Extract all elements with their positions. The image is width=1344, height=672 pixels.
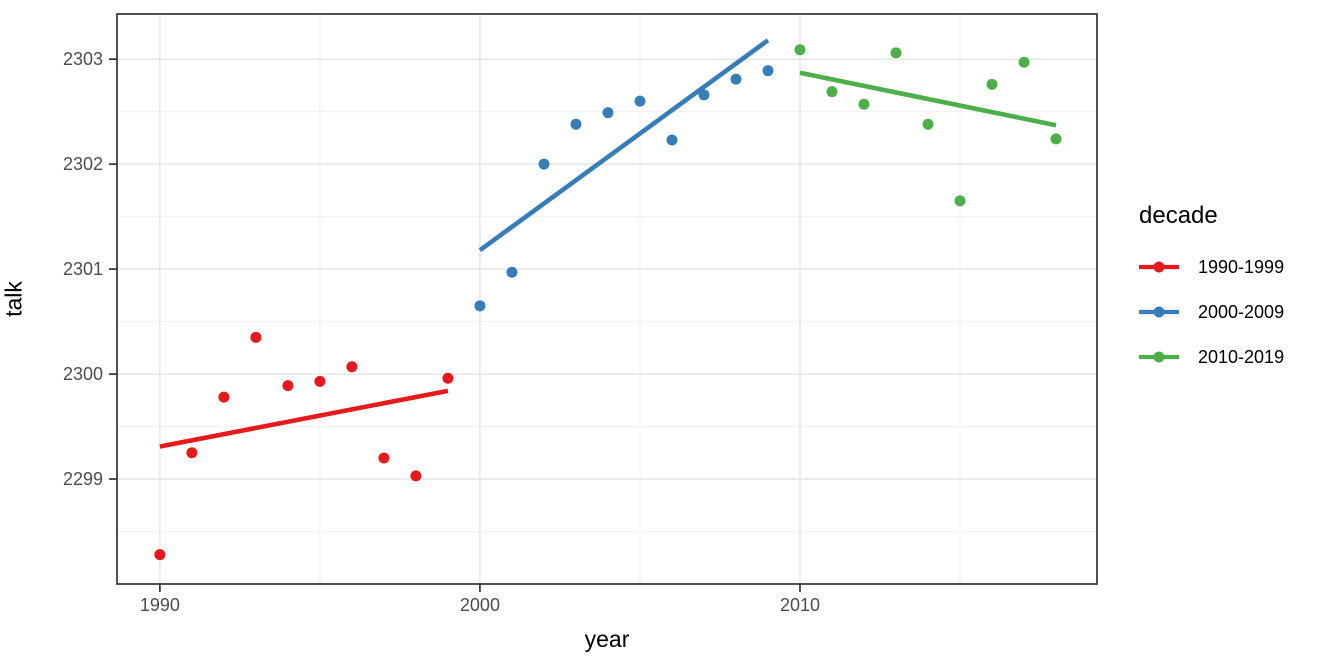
legend-label: 1990-1999	[1198, 256, 1285, 277]
data-point-2000-2009	[506, 266, 518, 278]
legend-key-point	[1153, 351, 1165, 363]
trend-line-2000-2009	[478, 38, 770, 253]
legend-entries: 1990-1999 2000-2009 2010-2019	[1139, 253, 1284, 371]
legend-key-point	[1153, 306, 1165, 318]
data-point-2000-2009	[570, 118, 582, 130]
data-point-2000-2009	[602, 107, 614, 119]
legend-key-icon	[1139, 306, 1179, 318]
data-point-2000-2009	[634, 95, 646, 107]
x-tick-label: 2000	[459, 595, 500, 615]
legend-label: 2010-2019	[1198, 346, 1285, 367]
y-tick-label: 2299	[62, 469, 103, 490]
y-tick-label: 2302	[62, 154, 103, 175]
panel-border	[116, 13, 1098, 585]
data-point-2010-2019	[858, 98, 870, 110]
data-point-1990-1999	[282, 380, 294, 392]
data-point-1990-1999	[442, 372, 454, 384]
data-point-1990-1999	[186, 447, 198, 459]
data-point-1990-1999	[218, 391, 230, 403]
data-point-2010-2019	[826, 86, 838, 98]
data-point-2010-2019	[954, 195, 966, 207]
y-axis-title: talk	[0, 281, 27, 317]
legend-title: decade	[1139, 202, 1218, 229]
data-point-1990-1999	[250, 331, 262, 343]
data-point-1990-1999	[154, 549, 166, 561]
legend: decade 1990-1999 2000-2009 2010-2019	[1139, 202, 1284, 388]
data-point-2010-2019	[794, 44, 806, 56]
data-point-2010-2019	[922, 118, 934, 130]
data-point-2000-2009	[666, 134, 678, 146]
y-tick-label: 2303	[62, 49, 103, 70]
legend-key-point	[1153, 261, 1165, 273]
x-tick-label: 2010	[779, 595, 821, 615]
x-axis-title: year	[584, 626, 630, 652]
data-point-2000-2009	[538, 158, 550, 170]
data-point-1990-1999	[410, 470, 422, 482]
legend-label: 2000-2009	[1198, 301, 1285, 322]
data-point-1990-1999	[314, 375, 326, 387]
data-point-2010-2019	[1050, 133, 1062, 145]
data-point-2000-2009	[698, 89, 710, 101]
data-point-2000-2009	[474, 300, 486, 312]
data-point-2010-2019	[1018, 56, 1030, 68]
legend-key-icon	[1139, 351, 1179, 363]
legend-entry-2000-2009: 2000-2009	[1139, 298, 1284, 326]
legend-entry-2010-2019: 2010-2019	[1139, 343, 1284, 371]
data-point-2010-2019	[986, 78, 998, 90]
y-tick-label: 2301	[62, 259, 103, 280]
data-point-1990-1999	[346, 361, 358, 373]
legend-entry-1990-1999: 1990-1999	[1139, 253, 1284, 281]
data-point-2000-2009	[730, 73, 742, 85]
data-point-2000-2009	[762, 65, 774, 77]
data-point-2010-2019	[890, 47, 902, 59]
trend-line-2010-2019	[799, 70, 1057, 128]
trend-line-1990-1999	[159, 388, 449, 449]
x-tick-label: 1990	[139, 595, 180, 615]
data-point-1990-1999	[378, 452, 390, 464]
legend-key-icon	[1139, 261, 1179, 273]
y-tick-label: 2300	[62, 364, 103, 385]
